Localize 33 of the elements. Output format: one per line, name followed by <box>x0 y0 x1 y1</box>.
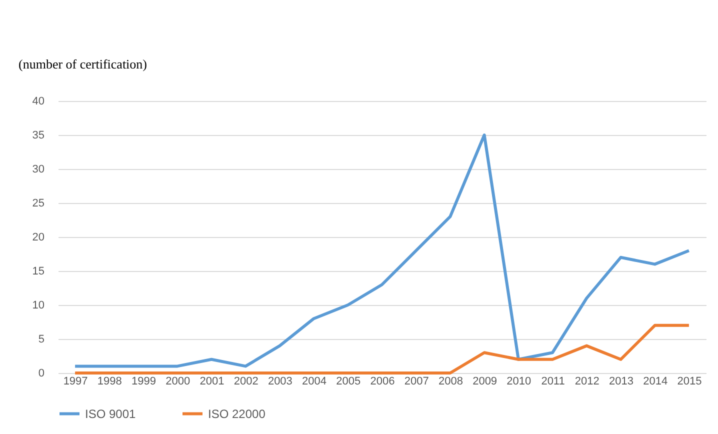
y-axis-title: (number of certification) <box>18 56 147 72</box>
x-tick-label: 2007 <box>404 376 429 388</box>
y-tick-label: 35 <box>32 130 44 142</box>
line-series <box>74 324 690 374</box>
x-tick-label: 2012 <box>574 376 600 388</box>
x-tick-label: 2000 <box>166 376 190 388</box>
legend-label: ISO 9001 <box>85 406 136 421</box>
x-tick-label: 2009 <box>472 376 498 388</box>
y-tick-label: 30 <box>32 164 44 176</box>
x-tick-label: 2003 <box>268 376 292 388</box>
x-tick-label: 2008 <box>438 376 463 388</box>
x-tick-label: 2001 <box>200 376 224 388</box>
y-tick-label: 10 <box>32 300 44 312</box>
x-tick-label: 2004 <box>302 376 327 388</box>
x-tick-label: 1999 <box>132 376 156 388</box>
y-tick-label: 15 <box>32 266 44 278</box>
line-series <box>74 134 690 368</box>
y-tick-label: 40 <box>32 96 44 108</box>
x-tick-label: 2015 <box>677 376 702 388</box>
x-tick-label: 2010 <box>506 376 532 388</box>
y-tick-label: 5 <box>38 334 44 346</box>
x-tick-label: 2011 <box>541 376 565 388</box>
y-tick-label: 20 <box>32 232 44 244</box>
x-tick-label: 2002 <box>234 376 258 388</box>
y-tick-label: 0 <box>38 368 44 380</box>
legend-label: ISO 22000 <box>208 406 266 421</box>
y-tick-label: 25 <box>32 198 44 210</box>
x-tick-label: 1998 <box>97 376 122 388</box>
x-tick-label: 2006 <box>370 376 395 388</box>
x-tick-label: 2005 <box>336 376 361 388</box>
x-tick-label: 2013 <box>608 376 634 388</box>
x-tick-label: 2014 <box>643 376 668 388</box>
x-tick-label: 1997 <box>63 376 88 388</box>
